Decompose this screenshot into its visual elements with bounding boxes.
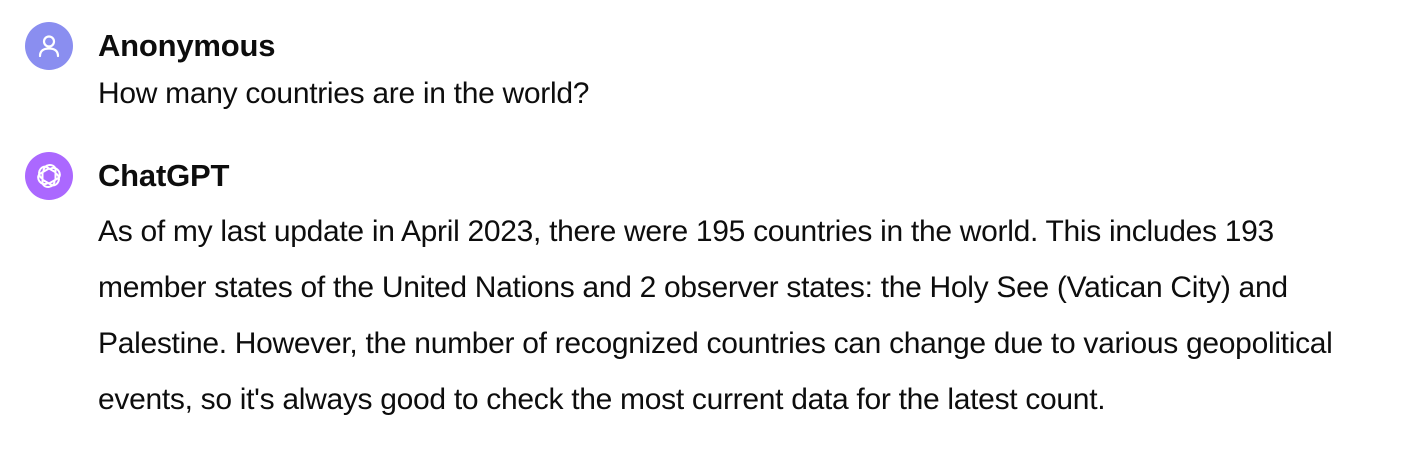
openai-logo-icon — [35, 163, 63, 189]
message-author: Anonymous — [98, 28, 276, 63]
user-icon — [38, 35, 60, 58]
message-author: ChatGPT — [98, 158, 230, 193]
assistant-avatar — [25, 152, 73, 200]
user-avatar — [25, 22, 73, 70]
message-text: As of my last update in April 2023, ther… — [98, 215, 1333, 416]
message-text: How many countries are in the world? — [98, 77, 590, 110]
